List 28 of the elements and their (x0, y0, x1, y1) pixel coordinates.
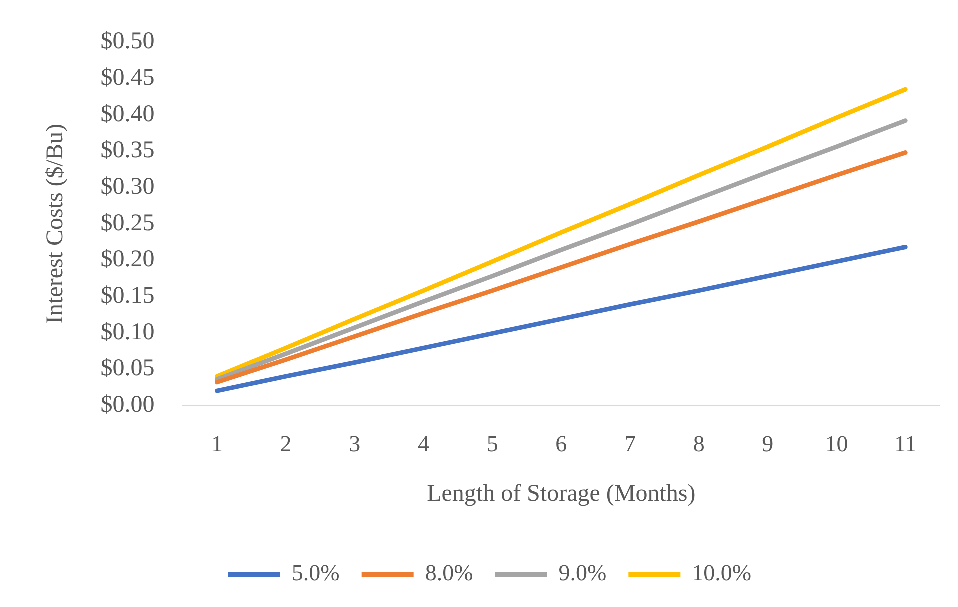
y-tick-label: $0.45 (100, 65, 155, 92)
y-axis-title: Interest Costs ($/Bu) (42, 124, 69, 324)
legend-label: 9.0% (558, 560, 607, 586)
legend-label: 5.0% (292, 560, 340, 586)
x-tick-label: 3 (349, 431, 361, 456)
y-tick-label: $0.40 (100, 101, 155, 128)
legend-label: 8.0% (425, 560, 474, 586)
y-tick-label: $0.30 (100, 174, 155, 200)
y-tick-label: $0.20 (100, 246, 155, 273)
x-tick-label: 5 (486, 431, 498, 456)
y-tick-label: $0.15 (100, 282, 155, 309)
x-tick-label: 9 (762, 431, 774, 456)
x-axis-title: Length of Storage (Months) (427, 480, 696, 507)
legend-label: 10.0% (692, 560, 752, 586)
x-tick-label: 10 (825, 431, 848, 456)
y-tick-label: $0.05 (100, 356, 155, 382)
y-tick-label: $0.50 (100, 28, 155, 55)
y-tick-label: $0.10 (100, 319, 155, 346)
x-tick-label: 1 (211, 431, 223, 456)
y-tick-label: $0.00 (100, 392, 155, 418)
x-tick-label: 2 (280, 431, 292, 456)
x-tick-label: 8 (693, 431, 705, 456)
x-tick-label: 6 (556, 431, 568, 456)
x-tick-label: 7 (624, 431, 636, 456)
x-tick-label: 4 (418, 431, 430, 456)
y-tick-label: $0.25 (100, 210, 155, 236)
y-tick-label: $0.35 (100, 138, 155, 164)
x-tick-label: 11 (894, 431, 917, 456)
